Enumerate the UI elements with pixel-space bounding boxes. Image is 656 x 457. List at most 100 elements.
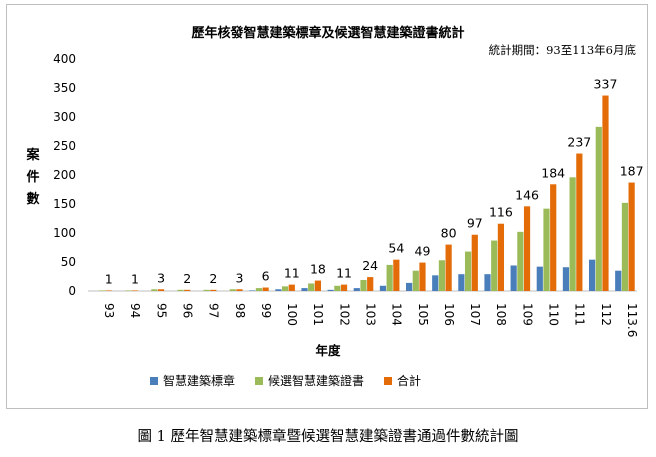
bar-total [131, 290, 139, 291]
bar-label [536, 266, 543, 291]
bar-total [210, 289, 217, 291]
data-label-total: 184 [541, 165, 565, 180]
bar-total [236, 289, 243, 291]
x-tick-label: 107 [468, 303, 482, 326]
bar-candidate [334, 285, 341, 291]
bar-candidate [412, 270, 419, 291]
bar-candidate [621, 202, 629, 291]
bar-candidate [386, 264, 393, 291]
bar-total [628, 182, 635, 291]
data-label-total: 54 [388, 241, 404, 256]
legend-swatch [384, 376, 393, 385]
y-tick-label: 100 [53, 226, 76, 240]
bar-label [432, 275, 439, 291]
y-tick-label: 400 [53, 52, 76, 66]
legend-item-label-series: 智慧建築標章 [150, 372, 235, 389]
x-tick-label: 99 [259, 303, 273, 318]
x-tick-label: 94 [128, 303, 142, 318]
data-label-total: 237 [567, 135, 591, 150]
data-label-total: 2 [183, 271, 191, 286]
x-tick-label: 102 [337, 303, 351, 326]
bar-total [288, 284, 295, 291]
figure-caption: 圖 1 歷年智慧建築標章暨候選智慧建築證書通過件數統計圖 [137, 429, 519, 445]
data-label-total: 1 [105, 271, 113, 286]
bar-total [105, 290, 112, 291]
bar-candidate [517, 231, 524, 291]
bar-total [576, 153, 583, 291]
bar-total [471, 234, 478, 291]
bar-label [353, 288, 360, 291]
x-tick-label: 112 [599, 303, 613, 326]
bar-candidate [438, 260, 446, 291]
x-tick-label: 108 [494, 303, 508, 326]
bar-candidate [151, 289, 158, 291]
bar-candidate [464, 251, 472, 291]
bar-total [314, 280, 322, 291]
bar-candidate [229, 289, 236, 291]
bar-candidate [125, 290, 132, 291]
bar-total [523, 206, 531, 291]
x-tick-label: 93 [102, 303, 116, 318]
bar-label [275, 289, 282, 291]
y-tick-label: 300 [53, 110, 76, 124]
bar-candidate [203, 289, 210, 291]
bar-label [458, 274, 465, 291]
bar-label [615, 270, 622, 291]
x-tick-label: 104 [390, 303, 404, 326]
x-tick-label: 109 [520, 303, 534, 326]
x-axis-label: 年度 [315, 343, 341, 358]
bar-total [393, 259, 400, 291]
x-tick-label: 100 [285, 303, 299, 326]
x-tick-label: 106 [442, 303, 456, 326]
x-tick-label: 110 [547, 303, 561, 326]
data-label-total: 146 [515, 187, 539, 202]
y-tick-label: 0 [68, 284, 76, 298]
bar-total [262, 287, 269, 291]
data-label-total: 11 [336, 266, 352, 281]
legend: 智慧建築標章 候選智慧建築證書 合計 [150, 372, 421, 389]
bar-total [367, 277, 374, 291]
bar-candidate [360, 279, 367, 291]
bar-candidate [308, 283, 315, 291]
x-tick-label: 111 [573, 303, 587, 326]
bar-label [301, 288, 308, 291]
y-axis-label-char: 件 [26, 170, 40, 185]
data-label-total: 80 [441, 226, 457, 241]
bar-label [405, 282, 413, 291]
bar-label [562, 267, 570, 291]
chart-title: 歷年核發智慧建築標章及候選智慧建築證書統計 [191, 26, 465, 41]
bar-label [379, 285, 387, 291]
bar-label [588, 259, 596, 291]
bar-label [249, 290, 256, 291]
data-label-total: 3 [236, 270, 244, 285]
x-tick-label: 113.6 [625, 303, 639, 337]
y-tick-label: 50 [61, 255, 76, 269]
x-tick-label: 103 [364, 303, 378, 326]
bar-total [497, 223, 505, 291]
bar-candidate [281, 286, 289, 291]
data-label-total: 24 [362, 258, 378, 273]
x-tick-label: 95 [154, 303, 168, 318]
legend-label: 合計 [397, 374, 422, 388]
bar-total [184, 289, 191, 291]
data-label-total: 11 [284, 266, 300, 281]
bar-candidate [98, 290, 106, 291]
y-axis-label: 案件數 [25, 145, 41, 211]
bar-candidate [569, 177, 576, 291]
data-label-total: 2 [209, 271, 217, 286]
bar-label [510, 265, 517, 291]
bar-candidate [491, 240, 498, 291]
x-tick-label: 96 [181, 303, 195, 318]
data-label-total: 337 [594, 77, 618, 92]
bar-total [445, 244, 452, 291]
bar-total [340, 284, 348, 291]
data-label-total: 49 [415, 244, 431, 259]
data-label-total: 97 [467, 216, 483, 231]
chart-frame [6, 4, 648, 409]
x-tick-label: 98 [233, 303, 247, 318]
bar-total [419, 262, 426, 291]
bar-label [484, 274, 491, 291]
bar-label [327, 289, 334, 291]
bar-total [550, 184, 557, 291]
